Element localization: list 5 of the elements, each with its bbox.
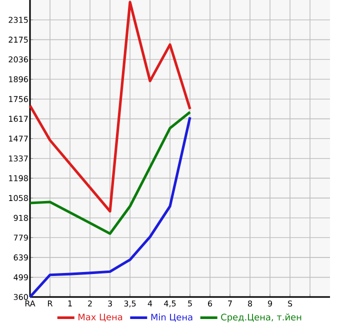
line-series [28, 116, 192, 298]
legend-label: Max Цена [78, 314, 122, 322]
legend-label: Min Цена [151, 314, 192, 322]
line-series [28, 110, 192, 235]
legend-label: Сред.Цена, т.йен [221, 314, 302, 322]
